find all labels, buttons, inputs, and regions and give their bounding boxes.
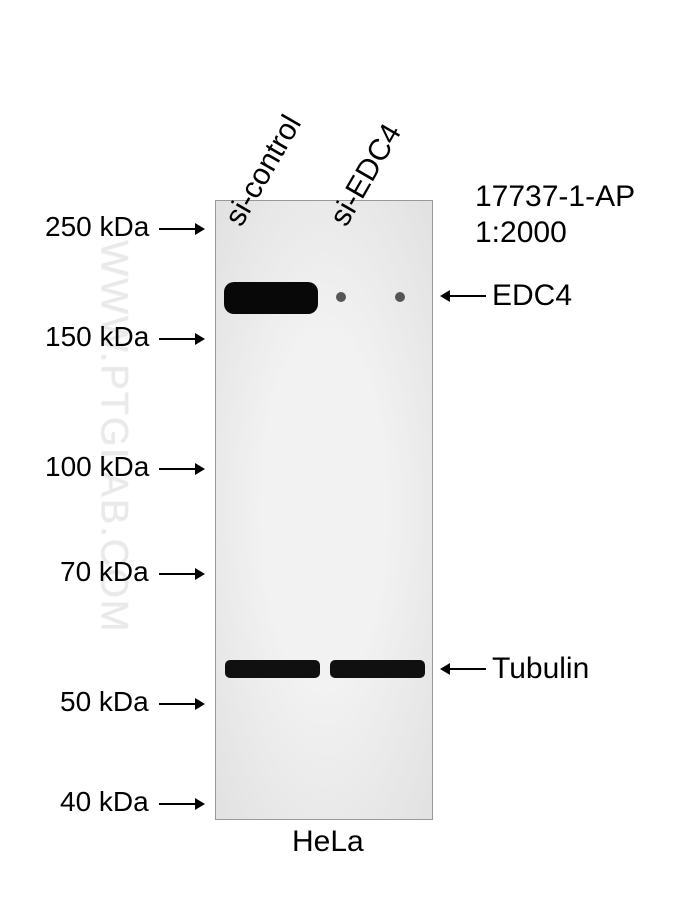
marker-100: 100 kDa	[45, 451, 205, 483]
marker-50-text: 50 kDa	[60, 686, 149, 717]
arrow-right-icon	[157, 795, 205, 813]
marker-40-text: 40 kDa	[60, 786, 149, 817]
annotation-tubulin: Tubulin	[440, 652, 589, 686]
arrow-right-icon	[157, 220, 205, 238]
marker-150: 150 kDa	[45, 321, 205, 353]
annotation-tubulin-text: Tubulin	[492, 652, 589, 686]
sample-label: HeLa	[292, 825, 364, 859]
marker-250-text: 250 kDa	[45, 211, 149, 242]
arrow-left-icon	[440, 660, 488, 678]
arrow-left-icon	[440, 287, 488, 305]
arrow-right-icon	[157, 330, 205, 348]
arrow-right-icon	[157, 460, 205, 478]
arrow-right-icon	[157, 695, 205, 713]
marker-150-text: 150 kDa	[45, 321, 149, 352]
marker-70-text: 70 kDa	[60, 556, 149, 587]
marker-250: 250 kDa	[45, 211, 205, 243]
marker-40: 40 kDa	[60, 786, 205, 818]
marker-50: 50 kDa	[60, 686, 205, 718]
annotation-edc4: EDC4	[440, 279, 572, 313]
arrow-right-icon	[157, 565, 205, 583]
band-tubulin-kd	[330, 660, 425, 678]
band-edc4-kd-dot2	[395, 292, 405, 302]
blot-figure: WWW.PTGLAB.COM si-control si-EDC4 250 kD…	[0, 0, 695, 903]
band-tubulin-control	[225, 660, 320, 678]
band-edc4-kd-dot1	[336, 292, 346, 302]
marker-100-text: 100 kDa	[45, 451, 149, 482]
dilution: 1:2000	[475, 216, 567, 250]
band-edc4-control	[224, 282, 318, 314]
marker-70: 70 kDa	[60, 556, 205, 588]
catalog-number: 17737-1-AP	[475, 180, 635, 214]
annotation-edc4-text: EDC4	[492, 279, 572, 313]
